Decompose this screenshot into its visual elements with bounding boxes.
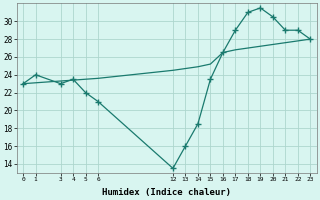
X-axis label: Humidex (Indice chaleur): Humidex (Indice chaleur)	[102, 188, 231, 197]
